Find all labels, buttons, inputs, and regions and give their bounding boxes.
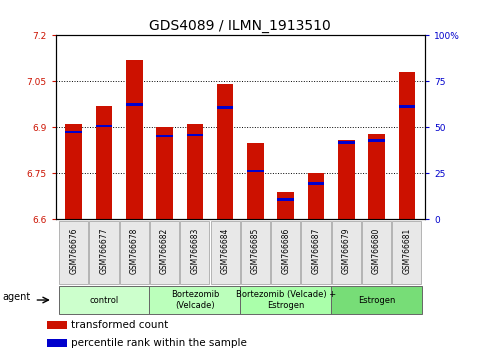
Bar — [47, 339, 67, 347]
Text: GSM766677: GSM766677 — [99, 227, 109, 274]
FancyBboxPatch shape — [59, 221, 88, 284]
Text: Estrogen: Estrogen — [358, 296, 395, 304]
Bar — [217, 106, 233, 109]
Bar — [247, 170, 264, 172]
Bar — [126, 103, 142, 106]
Bar — [186, 124, 203, 219]
Bar — [398, 105, 415, 108]
Bar — [217, 85, 233, 219]
FancyBboxPatch shape — [392, 221, 421, 284]
Bar — [186, 134, 203, 137]
Bar — [156, 127, 173, 219]
Bar — [47, 321, 67, 329]
Text: GSM766678: GSM766678 — [130, 227, 139, 274]
Text: GSM766687: GSM766687 — [312, 227, 321, 274]
FancyBboxPatch shape — [120, 221, 149, 284]
Bar — [277, 192, 294, 219]
Bar — [338, 140, 355, 219]
Text: GSM766681: GSM766681 — [402, 227, 412, 274]
FancyBboxPatch shape — [241, 286, 331, 314]
Bar — [126, 60, 142, 219]
FancyBboxPatch shape — [241, 221, 270, 284]
Text: GSM766685: GSM766685 — [251, 227, 260, 274]
Bar — [338, 141, 355, 143]
FancyBboxPatch shape — [331, 286, 422, 314]
Bar — [65, 124, 82, 219]
Bar — [247, 143, 264, 219]
Bar — [156, 135, 173, 137]
FancyBboxPatch shape — [301, 221, 330, 284]
Text: transformed count: transformed count — [71, 320, 169, 330]
Text: GSM766683: GSM766683 — [190, 227, 199, 274]
Text: control: control — [89, 296, 119, 304]
Bar — [368, 133, 385, 219]
Bar — [96, 106, 113, 219]
Text: GSM766680: GSM766680 — [372, 227, 381, 274]
Text: GSM766682: GSM766682 — [160, 227, 169, 274]
FancyBboxPatch shape — [149, 286, 241, 314]
FancyBboxPatch shape — [58, 286, 149, 314]
Bar — [308, 182, 325, 185]
Text: GSM766679: GSM766679 — [342, 227, 351, 274]
Text: GSM766676: GSM766676 — [69, 227, 78, 274]
Bar — [277, 198, 294, 201]
FancyBboxPatch shape — [271, 221, 300, 284]
Text: Bortezomib (Velcade) +
Estrogen: Bortezomib (Velcade) + Estrogen — [236, 290, 336, 310]
FancyBboxPatch shape — [362, 221, 391, 284]
Bar — [368, 139, 385, 142]
Text: percentile rank within the sample: percentile rank within the sample — [71, 338, 247, 348]
Bar — [96, 125, 113, 127]
Text: agent: agent — [3, 292, 31, 302]
Text: Bortezomib
(Velcade): Bortezomib (Velcade) — [170, 290, 219, 310]
Text: GSM766684: GSM766684 — [221, 227, 229, 274]
FancyBboxPatch shape — [89, 221, 118, 284]
Bar — [65, 131, 82, 133]
Text: GSM766686: GSM766686 — [281, 227, 290, 274]
Bar — [308, 173, 325, 219]
Bar — [398, 72, 415, 219]
Title: GDS4089 / ILMN_1913510: GDS4089 / ILMN_1913510 — [149, 19, 331, 33]
FancyBboxPatch shape — [211, 221, 240, 284]
FancyBboxPatch shape — [180, 221, 210, 284]
FancyBboxPatch shape — [332, 221, 361, 284]
FancyBboxPatch shape — [150, 221, 179, 284]
